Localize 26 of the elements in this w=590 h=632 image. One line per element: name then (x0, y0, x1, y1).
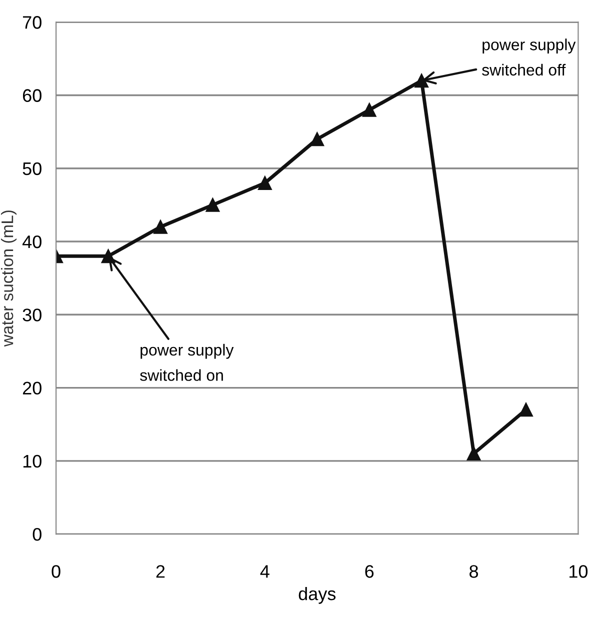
point (414, 74, 428, 88)
annotation: power supply switched off (482, 38, 576, 76)
point (519, 402, 533, 417)
x-tick-label: 4 (260, 565, 270, 578)
y-tick-label: 60 (22, 89, 42, 102)
y-axis-title: water suction (mL) (0, 210, 17, 347)
y-tick-label: 50 (22, 162, 42, 176)
y-tick-label: 40 (22, 235, 42, 248)
point (154, 220, 168, 234)
point (362, 102, 376, 117)
point (310, 132, 324, 146)
x-axis-title: days (298, 586, 336, 604)
x-tick-label: 8 (470, 565, 478, 578)
x-tick-label: 2 (156, 565, 165, 578)
x-tick-label: 6 (365, 565, 374, 578)
y-tick-label: 0 (32, 528, 42, 541)
point (206, 198, 220, 212)
y-tick-label: 70 (23, 16, 42, 29)
x-tick-label: 0 (52, 565, 60, 578)
x-tick-label: 10 (570, 565, 588, 578)
point (258, 176, 272, 190)
y-tick-label: 20 (22, 382, 42, 394)
y-tick-label: 30 (22, 308, 42, 322)
y-tick-label: 10 (23, 454, 42, 468)
annotation: power supply switched on (140, 344, 234, 381)
point (466, 446, 481, 461)
